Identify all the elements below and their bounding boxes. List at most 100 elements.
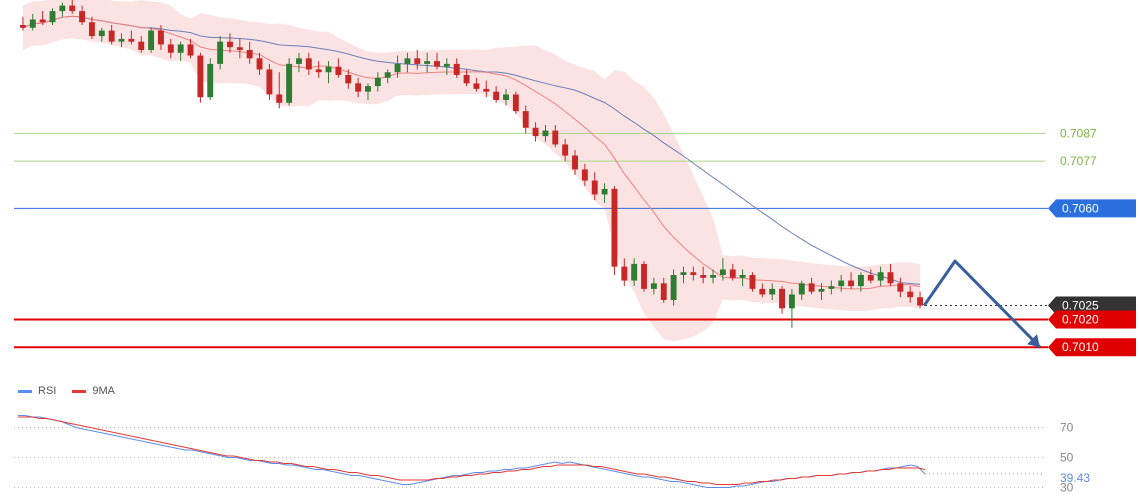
candle-body-76 (769, 288, 776, 295)
candle-body-52 (532, 127, 539, 137)
candle-body-85 (857, 275, 864, 287)
candle-body-31 (325, 66, 332, 73)
candle-body-19 (207, 63, 214, 98)
candle-body-9 (108, 30, 115, 42)
candle-body-5 (69, 5, 76, 12)
candle-body-37 (384, 72, 391, 78)
candle-body-16 (177, 44, 184, 53)
candle-body-28 (296, 58, 302, 64)
candle-body-68 (690, 272, 697, 275)
level-tag-4 (1048, 310, 1136, 329)
rsi-series-rsi (18, 415, 926, 488)
candle-body-4 (59, 5, 66, 12)
candle-body-36 (374, 77, 381, 87)
candle-body-62 (631, 263, 638, 281)
candle-body-84 (848, 280, 855, 287)
candle-body-89 (897, 283, 904, 292)
rsi-tick-50: 50 (1060, 451, 1074, 465)
projection-arrow-head (1027, 334, 1040, 348)
candle-body-8 (98, 30, 105, 37)
mid-ma-line (22, 15, 921, 290)
candle-body-91 (917, 297, 924, 306)
candle-body-71 (719, 269, 726, 275)
level-label-4: 0.7020 (1062, 312, 1099, 326)
legend-item-rsi: RSI (18, 385, 56, 397)
candle-body-66 (670, 275, 677, 300)
candle-body-75 (759, 288, 766, 295)
candle-body-69 (700, 275, 707, 278)
candle-body-22 (236, 47, 243, 50)
candle-body-78 (788, 294, 795, 309)
legend-label-rsi: RSI (38, 385, 57, 397)
level-label-3: 0.7025 (1062, 299, 1099, 313)
level-label-2: 0.7060 (1062, 201, 1099, 215)
candle-body-86 (867, 275, 874, 281)
legend-item-9ma: 9MA (72, 385, 115, 397)
candle-body-13 (148, 30, 155, 50)
candle-body-43 (443, 63, 450, 67)
candle-body-44 (453, 63, 460, 75)
rsi-last-value-label: 39.43 (1060, 471, 1090, 485)
rsi-swatch (18, 389, 32, 393)
candle-body-33 (345, 75, 352, 84)
candle-body-15 (167, 44, 174, 53)
candle-body-90 (907, 291, 914, 298)
candle-body-73 (739, 275, 746, 278)
candle-body-2 (39, 19, 46, 23)
candle-body-12 (138, 41, 145, 50)
candle-body-47 (483, 88, 490, 92)
candle-body-25 (266, 69, 273, 95)
ma-swatch (72, 389, 87, 393)
candle-body-7 (88, 22, 95, 37)
candle-body-51 (522, 111, 529, 128)
candle-body-88 (887, 272, 894, 284)
candle-body-0 (19, 25, 26, 28)
candle-body-38 (394, 63, 401, 73)
legend-label-9ma: 9MA (92, 385, 115, 397)
rsi-tick-70: 70 (1060, 421, 1074, 435)
candle-body-50 (512, 94, 519, 112)
candle-body-72 (729, 269, 736, 278)
candle-body-58 (591, 180, 598, 195)
level-label-0: 0.7087 (1060, 126, 1097, 140)
candle-body-64 (650, 283, 657, 289)
candle-body-56 (572, 155, 578, 170)
rsi-tick-30: 30 (1060, 481, 1074, 495)
candle-body-18 (197, 55, 204, 98)
candle-body-70 (710, 275, 716, 278)
candle-body-74 (749, 275, 756, 289)
candle-body-1 (29, 19, 36, 28)
candle-body-82 (828, 286, 835, 289)
candle-body-39 (404, 58, 411, 64)
candle-body-46 (473, 83, 480, 89)
slow-ma-line (22, 15, 921, 285)
candle-body-55 (562, 144, 569, 156)
candle-body-27 (286, 63, 293, 103)
candle-body-10 (118, 38, 125, 42)
candle-body-77 (779, 288, 786, 309)
candle-body-29 (305, 58, 312, 70)
candle-body-54 (552, 130, 559, 145)
candle-body-26 (276, 94, 283, 103)
rsi-legend: RSI 9MA (18, 385, 115, 397)
level-tag-3 (1048, 296, 1136, 315)
candle-body-63 (641, 263, 647, 289)
candle-body-60 (611, 188, 618, 267)
candle-body-83 (838, 280, 845, 287)
candle-body-11 (128, 38, 135, 42)
candle-body-3 (49, 11, 56, 23)
candle-body-42 (434, 61, 440, 67)
candle-body-23 (246, 50, 253, 59)
candle-body-41 (424, 61, 431, 64)
level-label-1: 0.7077 (1060, 154, 1097, 168)
candle-body-20 (217, 41, 224, 64)
candle-body-59 (601, 188, 608, 195)
level-tag-2 (1048, 199, 1136, 218)
candle-body-61 (621, 266, 628, 281)
candle-body-34 (355, 83, 362, 92)
candle-body-45 (463, 75, 470, 84)
rsi-series-9ma (18, 416, 926, 485)
candle-body-49 (503, 94, 509, 100)
